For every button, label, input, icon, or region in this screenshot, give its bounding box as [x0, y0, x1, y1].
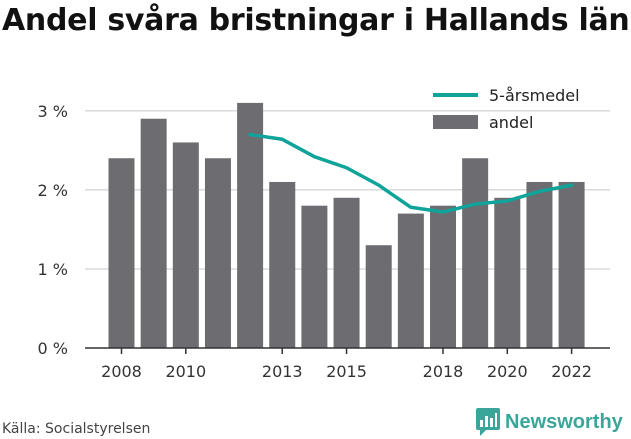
- x-tick-label: 2008: [101, 362, 142, 381]
- bar: [172, 142, 199, 348]
- x-tick-label: 2015: [326, 362, 367, 381]
- chart-title: Andel svåra bristningar i Hallands län: [2, 3, 630, 38]
- legend-label: 5-årsmedel: [489, 86, 580, 105]
- y-tick-label: 1 %: [38, 260, 68, 279]
- y-tick-label: 2 %: [38, 181, 68, 200]
- bar: [462, 158, 489, 348]
- bar: [108, 158, 135, 348]
- x-tick-label: 2018: [423, 362, 464, 381]
- legend-swatch-bar: [433, 115, 478, 129]
- bar: [237, 102, 264, 348]
- bar: [397, 213, 424, 348]
- bar: [269, 181, 296, 348]
- line-series-5-arsmedel: [248, 132, 574, 214]
- x-tick-label: 2010: [165, 362, 206, 381]
- y-tick-label: 0 %: [38, 339, 68, 358]
- legend-label: andel: [489, 113, 533, 132]
- bar: [365, 245, 392, 348]
- newsworthy-chart-icon: [476, 408, 500, 436]
- brand-name: Newsworthy: [505, 410, 623, 433]
- x-tick-label: 2013: [262, 362, 303, 381]
- x-tick-label: 2020: [487, 362, 528, 381]
- source-note: Källa: Socialstyrelsen: [2, 421, 151, 437]
- bar: [430, 205, 456, 348]
- bar: [494, 197, 521, 348]
- bar: [526, 181, 553, 348]
- bar: [558, 181, 585, 348]
- y-tick-label: 3 %: [38, 102, 68, 121]
- bar: [301, 205, 328, 348]
- x-tick-label: 2022: [551, 362, 592, 381]
- newsworthy-logo: Newsworthy: [476, 407, 623, 437]
- bar: [140, 118, 167, 348]
- bar: [333, 197, 360, 348]
- bar: [204, 158, 231, 348]
